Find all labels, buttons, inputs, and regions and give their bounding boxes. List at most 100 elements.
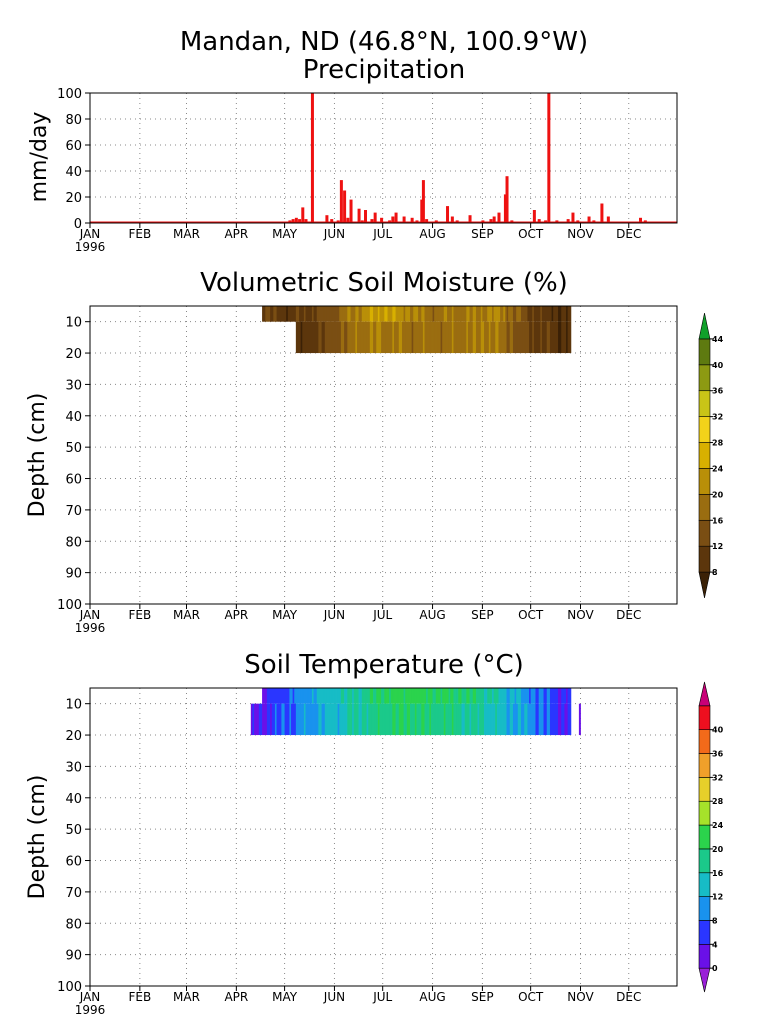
field-cell — [286, 688, 289, 704]
field-cell — [450, 321, 453, 354]
field-cell — [506, 688, 509, 704]
x-tick-label: MAY — [272, 990, 298, 1004]
field-cell — [438, 321, 441, 354]
soil-temperature-panel: Soil Temperature (°C) Depth (cm) 10 20 30 4… — [25, 650, 724, 1017]
field-cell — [410, 306, 413, 322]
field-cell — [567, 703, 570, 736]
field-cell — [561, 688, 564, 704]
precip-bar — [301, 207, 305, 223]
field-cell — [543, 321, 546, 354]
field-cell — [562, 321, 565, 354]
field-cell — [416, 321, 419, 354]
x-tick-label: MAR — [173, 608, 200, 622]
x-tick-label: NOV — [567, 608, 594, 622]
field-cell — [326, 321, 329, 354]
precip-bar — [566, 219, 570, 223]
field-cell — [498, 321, 501, 354]
field-cell — [345, 703, 348, 736]
field-cell — [281, 703, 284, 736]
field-cell — [286, 703, 289, 736]
field-cell — [522, 321, 525, 354]
x-tick-label: DEC — [616, 227, 641, 241]
field-cell — [340, 306, 343, 322]
y-tick-label: 10 — [65, 316, 82, 331]
field-cell — [535, 306, 538, 322]
field-cell — [437, 703, 440, 736]
field-cell — [340, 688, 343, 704]
field-cell — [533, 321, 536, 354]
field-cell — [426, 306, 429, 322]
field-cell — [413, 688, 416, 704]
field-cell — [294, 688, 297, 704]
field-cell — [390, 703, 393, 736]
field-cell — [271, 688, 274, 704]
field-cell — [286, 306, 289, 322]
precip-bar — [571, 212, 575, 223]
x-tick-label: NOV — [567, 227, 594, 241]
field-cell — [374, 306, 377, 322]
field-cell — [405, 321, 408, 354]
field-cell — [318, 688, 321, 704]
field-cell — [467, 306, 470, 322]
field-cell — [538, 306, 541, 322]
field-cell — [485, 688, 488, 704]
field-cell — [443, 688, 446, 704]
field-cell — [328, 306, 331, 322]
field-cell — [501, 703, 504, 736]
y-tick-label: 40 — [65, 410, 82, 425]
field-cell — [553, 321, 556, 354]
colorbar-swatch — [698, 519, 711, 547]
field-cell — [254, 703, 257, 736]
field-cell — [371, 306, 374, 322]
field-cell — [429, 703, 432, 736]
field-cell — [511, 306, 514, 322]
field-cell — [557, 703, 560, 736]
soil-temperature-x-ticks: JAN FEB MAR APR MAY JUN JUL AUG SEP OCT NOV DEC 1996 — [75, 986, 641, 1017]
field-cell — [422, 321, 425, 354]
field-cell — [373, 321, 376, 354]
field-cell — [393, 703, 396, 736]
field-cell — [562, 306, 565, 322]
field-cell — [319, 321, 322, 354]
x-tick-label: JAN — [79, 608, 101, 622]
field-cell — [413, 321, 416, 354]
field-cell — [328, 321, 331, 354]
field-cell — [501, 688, 504, 704]
colorbar-label: 28 — [712, 439, 724, 448]
field-cell — [496, 306, 499, 322]
field-cell — [319, 306, 322, 322]
field-cell — [300, 688, 303, 704]
field-cell — [455, 703, 458, 736]
field-cell — [365, 306, 368, 322]
field-cell — [559, 688, 562, 704]
field-cell — [472, 703, 475, 736]
soil-temperature-title: Soil Temperature (°C) — [244, 650, 524, 680]
field-cell — [480, 321, 483, 354]
field-cell — [302, 321, 305, 354]
field-cell — [395, 688, 398, 704]
precip-bar — [343, 190, 347, 223]
field-cell — [479, 321, 482, 354]
precip-bar — [639, 217, 643, 223]
field-cell — [299, 321, 302, 354]
precipitation-panel: Precipitation mm/day 0 20 40 60 80 100 JAN FEB… — [27, 55, 678, 254]
field-cell — [324, 321, 327, 354]
field-cell — [480, 688, 483, 704]
colorbar-swatch — [698, 364, 711, 392]
field-cell — [540, 321, 543, 354]
field-cell — [453, 703, 456, 736]
field-cell — [263, 688, 266, 704]
precip-bar — [291, 219, 295, 223]
field-cell — [369, 306, 372, 322]
field-cell — [389, 306, 392, 322]
field-cell — [374, 321, 377, 354]
field-cell — [427, 703, 430, 736]
field-cell — [453, 306, 456, 322]
field-cell — [332, 306, 335, 322]
field-cell — [426, 321, 429, 354]
colorbar-label: 24 — [712, 821, 724, 830]
field-cell — [557, 688, 560, 704]
field-cell — [376, 321, 379, 354]
field-cell — [363, 321, 366, 354]
field-cell — [437, 321, 440, 354]
